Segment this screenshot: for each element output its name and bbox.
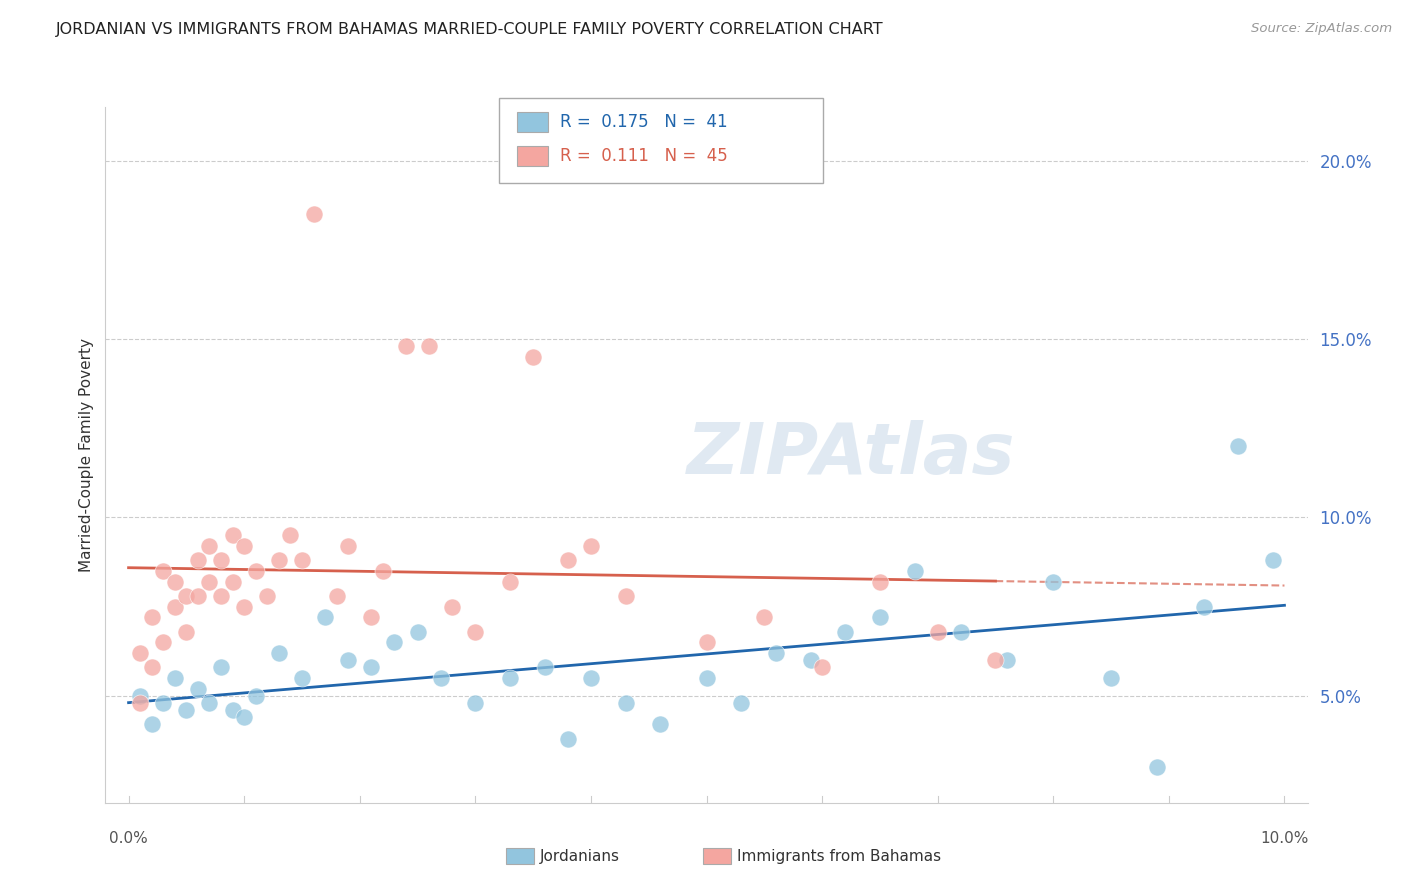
Point [267, 646, 290, 660]
Point [1192, 599, 1215, 614]
Point [291, 553, 314, 567]
Point [384, 635, 406, 649]
Point [291, 671, 314, 685]
Point [280, 528, 302, 542]
Point [176, 624, 198, 639]
Point [198, 539, 221, 553]
Point [163, 574, 186, 589]
Point [141, 717, 163, 731]
Y-axis label: Married-Couple Family Poverty: Married-Couple Family Poverty [79, 338, 94, 572]
Point [1042, 574, 1064, 589]
Text: JORDANIAN VS IMMIGRANTS FROM BAHAMAS MARRIED-COUPLE FAMILY POVERTY CORRELATION C: JORDANIAN VS IMMIGRANTS FROM BAHAMAS MAR… [56, 22, 884, 37]
Point [696, 671, 718, 685]
Point [730, 696, 752, 710]
Point [557, 553, 579, 567]
Point [221, 703, 243, 717]
Point [927, 624, 949, 639]
Text: R =  0.111   N =  45: R = 0.111 N = 45 [560, 147, 727, 165]
Text: Jordanians: Jordanians [540, 849, 620, 863]
Point [869, 574, 891, 589]
Point [464, 696, 486, 710]
Point [198, 696, 221, 710]
Point [198, 574, 221, 589]
Point [256, 589, 278, 603]
Point [187, 681, 209, 696]
Point [579, 539, 602, 553]
Point [754, 610, 776, 624]
Text: 0.0%: 0.0% [110, 831, 148, 847]
Point [314, 610, 336, 624]
Point [302, 207, 325, 221]
Point [995, 653, 1018, 667]
Point [152, 564, 174, 578]
Point [209, 660, 232, 674]
Point [429, 671, 451, 685]
Text: ZIPAtlas: ZIPAtlas [686, 420, 1015, 490]
Point [406, 624, 429, 639]
Point [209, 589, 232, 603]
Point [163, 599, 186, 614]
Point [903, 564, 925, 578]
Point [869, 610, 891, 624]
Point [129, 646, 152, 660]
Point [152, 635, 174, 649]
Point [209, 553, 232, 567]
Text: 10.0%: 10.0% [1260, 831, 1309, 847]
Point [245, 689, 267, 703]
Point [1227, 439, 1250, 453]
Text: Immigrants from Bahamas: Immigrants from Bahamas [737, 849, 941, 863]
Point [522, 350, 544, 364]
Point [129, 696, 152, 710]
Point [765, 646, 787, 660]
Point [533, 660, 555, 674]
Point [499, 574, 522, 589]
Point [499, 671, 522, 685]
Point [614, 589, 637, 603]
Point [360, 610, 382, 624]
Point [557, 731, 579, 746]
Point [141, 660, 163, 674]
Point [187, 553, 209, 567]
Point [129, 689, 152, 703]
Point [221, 528, 243, 542]
Point [337, 653, 360, 667]
Point [696, 635, 718, 649]
Point [233, 710, 256, 724]
Point [371, 564, 394, 578]
Point [176, 589, 198, 603]
Point [233, 539, 256, 553]
Point [245, 564, 267, 578]
Text: Source: ZipAtlas.com: Source: ZipAtlas.com [1251, 22, 1392, 36]
Point [360, 660, 382, 674]
Point [441, 599, 464, 614]
Point [1099, 671, 1122, 685]
Point [395, 339, 418, 353]
Text: R =  0.175   N =  41: R = 0.175 N = 41 [560, 113, 727, 131]
Point [614, 696, 637, 710]
Point [949, 624, 972, 639]
Point [834, 624, 856, 639]
Point [811, 660, 834, 674]
Point [579, 671, 602, 685]
Point [1261, 553, 1284, 567]
Point [163, 671, 186, 685]
Point [152, 696, 174, 710]
Point [233, 599, 256, 614]
Point [141, 610, 163, 624]
Point [221, 574, 243, 589]
Point [984, 653, 1007, 667]
Point [187, 589, 209, 603]
Point [337, 539, 360, 553]
Point [464, 624, 486, 639]
Point [267, 553, 290, 567]
Point [325, 589, 347, 603]
Point [650, 717, 672, 731]
Point [799, 653, 821, 667]
Point [176, 703, 198, 717]
Point [418, 339, 440, 353]
Point [1146, 760, 1168, 774]
